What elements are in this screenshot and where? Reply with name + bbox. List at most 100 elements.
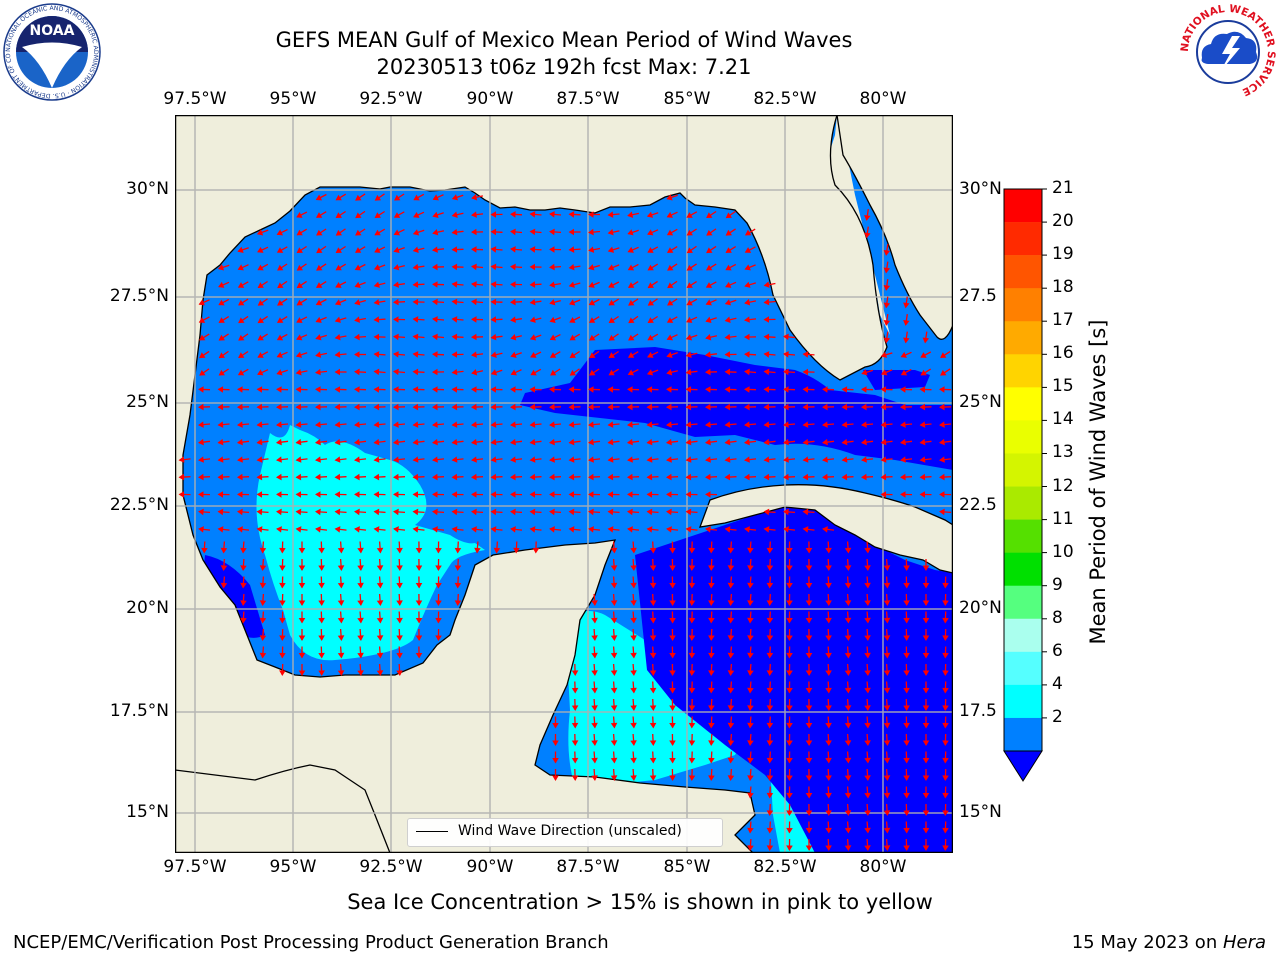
direction-arrow-head	[688, 617, 696, 624]
direction-arrow-head	[744, 526, 750, 533]
direction-arrow-head	[376, 635, 384, 641]
direction-arrow-head	[922, 775, 930, 781]
direction-arrow-head	[649, 670, 657, 676]
direction-arrow-head	[883, 267, 891, 274]
direction-arrow-head	[608, 369, 615, 376]
direction-arrow-head	[376, 652, 384, 659]
direction-arrow-head	[667, 299, 674, 306]
direction-arrow-head	[627, 526, 633, 533]
direction-arrow-head	[316, 264, 323, 271]
direction-arrow-head	[451, 526, 458, 533]
direction-arrow-head	[198, 299, 205, 306]
direction-arrow-head	[922, 337, 930, 344]
direction-arrow-head	[646, 403, 653, 411]
direction-arrow-head	[588, 508, 594, 516]
direction-arrow-head	[706, 247, 713, 254]
direction-arrow-head	[649, 687, 657, 694]
direction-arrow-head	[805, 828, 813, 834]
direction-arrow-head	[568, 491, 574, 498]
direction-arrow-head	[686, 247, 694, 254]
direction-arrow-head	[318, 565, 325, 571]
direction-arrow-head	[786, 565, 793, 571]
direction-arrow-head	[396, 582, 403, 589]
direction-arrow-head	[725, 281, 732, 288]
direction-arrow-head	[628, 334, 635, 341]
direction-arrow-head	[451, 281, 458, 288]
direction-arrow-head	[257, 369, 264, 376]
direction-arrow-head	[549, 526, 555, 533]
direction-arrow-head	[786, 827, 793, 834]
direction-arrow-head	[451, 263, 458, 271]
direction-arrow-head	[432, 403, 438, 411]
direction-arrow-head	[628, 317, 635, 324]
direction-arrow-head	[218, 369, 225, 376]
direction-arrow-head	[529, 334, 537, 341]
direction-arrow-head	[822, 421, 828, 428]
direction-arrow-head	[669, 723, 676, 729]
direction-arrow-head	[198, 473, 204, 481]
colorbar-tick-label: 20	[1052, 211, 1074, 232]
footer-date-text: 15 May 2023 on	[1071, 932, 1223, 953]
direction-arrow-head	[686, 212, 693, 218]
direction-arrow-head	[685, 526, 692, 533]
direction-arrow-head	[708, 775, 715, 781]
direction-arrow-head	[295, 421, 302, 428]
direction-arrow-head	[805, 600, 813, 606]
direction-arrow-head	[571, 722, 579, 729]
direction-arrow-head	[666, 491, 672, 498]
direction-arrow-head	[607, 264, 615, 271]
direction-arrow-head	[315, 526, 321, 533]
direction-arrow-head	[591, 652, 598, 659]
direction-arrow-head	[942, 582, 949, 589]
direction-arrow-head	[627, 246, 634, 253]
direction-arrow-head	[688, 600, 696, 606]
direction-arrow-head	[922, 653, 930, 659]
direction-arrow-head	[864, 775, 871, 781]
direction-arrow-head	[374, 246, 381, 253]
direction-arrow-head	[861, 386, 867, 393]
direction-arrow-head	[396, 652, 403, 659]
direction-arrow-head	[279, 547, 286, 554]
direction-arrow-head	[883, 249, 891, 256]
direction-arrow-head	[354, 299, 361, 306]
direction-arrow-head	[373, 491, 379, 498]
direction-arrow-head	[727, 757, 735, 764]
direction-arrow-head	[471, 351, 477, 358]
direction-arrow-head	[922, 758, 930, 764]
direction-arrow-head	[276, 421, 282, 428]
lon-tick-label: 85°W	[663, 857, 711, 877]
direction-arrow-head	[666, 194, 673, 201]
colorbar-tick-label: 2	[1052, 706, 1063, 727]
direction-arrow-head	[568, 508, 575, 516]
direction-arrow-head	[451, 386, 458, 393]
direction-arrow-head	[841, 438, 848, 446]
colorbar-tick-label: 17	[1052, 310, 1074, 331]
direction-arrow-head	[529, 211, 536, 218]
direction-arrow-head	[880, 421, 887, 428]
direction-arrow-head	[374, 212, 382, 219]
direction-arrow-head	[376, 565, 384, 571]
direction-arrow-head	[549, 508, 555, 516]
direction-arrow-head	[688, 652, 696, 659]
direction-arrow-head	[454, 547, 462, 554]
direction-arrow-head	[610, 775, 618, 781]
direction-arrow-head	[435, 635, 442, 641]
direction-arrow-head	[471, 228, 477, 236]
direction-arrow-head	[763, 298, 770, 306]
direction-arrow-head	[825, 810, 832, 816]
direction-arrow-head	[786, 810, 793, 816]
lat-tick-label: 17.5°N	[109, 701, 169, 721]
direction-arrow-head	[335, 281, 342, 288]
direction-arrow-head	[649, 722, 657, 729]
direction-arrow-head	[610, 617, 618, 624]
direction-arrow-head	[802, 368, 808, 376]
lat-tick-label: 25°N	[959, 392, 1002, 412]
direction-arrow-head	[412, 281, 419, 288]
direction-arrow-head	[763, 456, 770, 463]
direction-arrow-head	[237, 438, 243, 446]
direction-arrow-head	[763, 368, 770, 376]
direction-arrow-head	[942, 775, 949, 781]
direction-arrow-head	[451, 246, 458, 253]
direction-arrow-head	[844, 827, 852, 834]
direction-arrow-head	[822, 386, 828, 393]
